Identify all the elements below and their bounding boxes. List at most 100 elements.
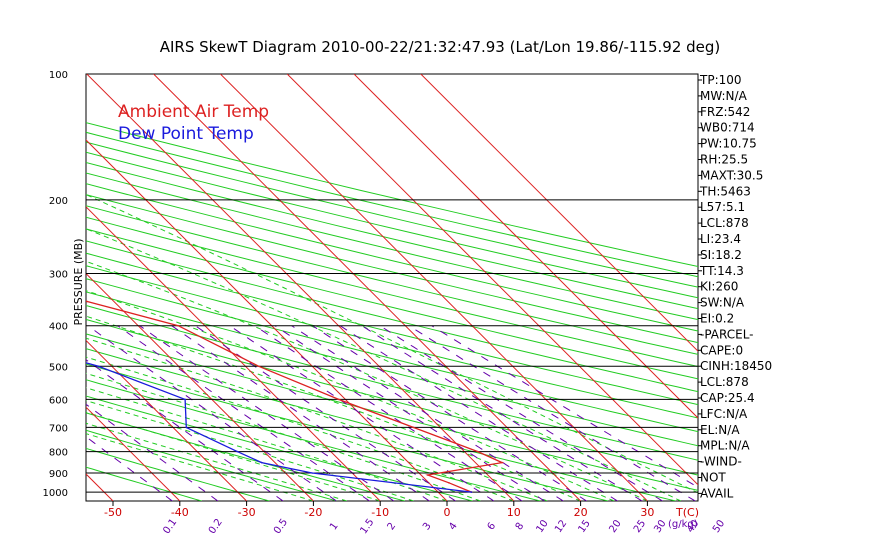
index-entry: LFC:N/A xyxy=(700,407,748,421)
bottom-tick-label: -40 xyxy=(171,506,189,519)
mixing-ratio-label: 0.2 xyxy=(207,517,225,536)
isotherm-line xyxy=(0,74,46,501)
ambient-air-temp-point xyxy=(412,426,415,429)
ambient-air-temp-point xyxy=(448,482,450,484)
pressure-tick-label: 900 xyxy=(49,469,68,480)
bottom-tick-label: -30 xyxy=(238,506,256,519)
index-entry: MPL:N/A xyxy=(700,439,750,453)
mixing-ratio-line xyxy=(87,325,337,501)
pressure-tick-label: 1000 xyxy=(43,488,68,499)
index-entry: RH:25.5 xyxy=(700,153,748,167)
dry-adiabat-line xyxy=(86,447,270,501)
index-entry: KI:260 xyxy=(700,280,738,294)
dry-adiabat-line xyxy=(86,183,698,332)
mixing-ratio-line xyxy=(229,325,495,501)
index-entry: SW:N/A xyxy=(700,296,745,310)
mixing-ratio-line xyxy=(339,325,618,501)
legend-dew-point-temp: Dew Point Temp xyxy=(118,124,254,144)
mixing-ratio-label: 0.1 xyxy=(161,517,179,536)
index-entry: CINH:18450 xyxy=(700,359,772,373)
moist-adiabat-line xyxy=(86,260,648,501)
ambient-air-temp-point xyxy=(477,450,479,453)
ambient-air-temp-point xyxy=(426,474,429,476)
dry-adiabat-line xyxy=(86,141,698,288)
dry-adiabat-line xyxy=(86,429,338,501)
mixing-ratio-line xyxy=(312,325,587,501)
pressure-tick-label: 500 xyxy=(49,362,68,373)
mixing-ratio-line xyxy=(291,325,564,501)
dew-point-temp-line xyxy=(86,362,472,493)
mixing-ratio-line xyxy=(254,325,523,501)
mixing-ratio-label: 15 xyxy=(576,518,592,535)
dew-point-temp-point xyxy=(311,472,313,474)
mixing-ratio-line xyxy=(274,325,545,501)
ambient-air-temp-point xyxy=(177,324,179,327)
dew-point-temp-point xyxy=(97,365,100,368)
bottom-tick-label: 0 xyxy=(444,506,451,519)
dry-adiabat-line xyxy=(86,228,698,380)
bottom-tick-label: -20 xyxy=(304,506,322,519)
isotherm-line xyxy=(420,74,698,352)
mixing-ratio-label: 1 xyxy=(328,521,341,533)
pressure-tick-label: 600 xyxy=(49,395,68,406)
index-entry: TH:5463 xyxy=(699,184,751,198)
mixing-ratio-label: 2 xyxy=(386,521,399,533)
index-entry: -PARCEL- xyxy=(700,327,754,341)
isotherm-line xyxy=(86,74,515,501)
dry-adiabat-line xyxy=(86,278,698,433)
mixing-ratio-line xyxy=(139,325,395,501)
mixing-ratio-line xyxy=(408,325,696,501)
mixing-ratio-line xyxy=(195,325,456,501)
isotherm-line xyxy=(86,339,247,501)
isotherm-line xyxy=(353,74,698,419)
stability-indices-panel: TP:100 MW:N/A FRZ:542 WB0:714 PW:10.75 RH:25.… xyxy=(698,73,772,500)
bottom-tick-label: -50 xyxy=(104,506,122,519)
dry-adiabat-line xyxy=(86,318,698,476)
bottom-tick-label: 10 xyxy=(507,506,521,519)
dry-adiabat-line xyxy=(86,252,698,406)
index-entry: WB0:714 xyxy=(700,121,755,135)
index-entry: TT:14.3 xyxy=(699,264,744,278)
index-entry: CAP:25.4 xyxy=(700,391,755,405)
isotherms xyxy=(0,74,698,501)
y-axis-label: PRESSURE (MB) xyxy=(72,239,85,326)
dry-adiabat-line xyxy=(86,291,698,447)
chart-title: AIRS SkewT Diagram 2010-00-22/21:32:47.9… xyxy=(160,38,721,56)
mixing-ratio-label: 6 xyxy=(486,521,499,533)
dry-adiabat-line xyxy=(86,379,541,501)
mixing-ratio-label: 10 xyxy=(534,518,550,535)
index-entry: LCL:878 xyxy=(700,216,749,230)
mixing-ratio-line xyxy=(86,436,173,501)
index-entry: FRZ:542 xyxy=(700,105,750,119)
mixing-ratio-label: 50 xyxy=(711,518,727,535)
pressure-tick-label: 300 xyxy=(49,270,68,281)
dry-adiabat-line xyxy=(86,131,698,278)
bottom-tick-label: 20 xyxy=(574,506,588,519)
mixing-ratio-line xyxy=(431,325,698,488)
dew-point-temp-point xyxy=(184,398,186,401)
isotherm-line xyxy=(86,272,314,501)
ambient-air-temp-point xyxy=(337,398,340,401)
mixing-ratio-label: 0.5 xyxy=(272,517,290,536)
dry-adiabat-line xyxy=(86,304,698,461)
pressure-tick-label: 200 xyxy=(49,196,68,207)
dew-point-temp-point xyxy=(470,491,473,493)
index-entry: TP:100 xyxy=(699,73,742,87)
mixing-ratio-axis: 0.1 0.2 0.5 1 1.5 2 3 4 6 8 10 12 15 20 25 30 40 50 xyxy=(161,517,727,536)
isotherm-line xyxy=(220,74,648,501)
pressure-tick-label: 700 xyxy=(49,423,68,434)
moist-adiabat-line xyxy=(86,315,581,501)
mixing-ratio-label: 30 xyxy=(652,518,668,535)
index-entry: -WIND- xyxy=(700,455,742,469)
dry-adiabat-line xyxy=(86,205,698,355)
pressure-axis: 100 200 300 400 500 600 700 800 900 1000 xyxy=(43,70,68,499)
pressure-tick-label: 800 xyxy=(49,448,68,459)
isotherm-line xyxy=(153,74,581,501)
legend-ambient-air-temp: Ambient Air Temp xyxy=(118,102,269,122)
ambient-air-temp-point xyxy=(258,365,260,368)
mixing-ratio-line xyxy=(117,325,370,501)
dew-point-temp-point xyxy=(260,461,263,464)
index-entry: EI:0.2 xyxy=(700,312,734,326)
index-entry: PW:10.75 xyxy=(700,137,757,151)
